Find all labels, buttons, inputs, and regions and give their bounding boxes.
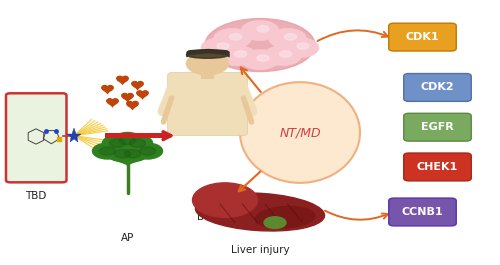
Circle shape xyxy=(140,147,156,155)
Circle shape xyxy=(241,20,279,41)
Circle shape xyxy=(132,143,162,159)
Circle shape xyxy=(297,43,309,49)
Ellipse shape xyxy=(205,19,315,72)
Circle shape xyxy=(120,136,136,145)
Text: CDK1: CDK1 xyxy=(406,32,440,42)
FancyBboxPatch shape xyxy=(202,72,213,79)
Text: EGFR: EGFR xyxy=(421,122,454,132)
Circle shape xyxy=(108,146,138,162)
Ellipse shape xyxy=(186,51,228,58)
Circle shape xyxy=(217,43,229,49)
Circle shape xyxy=(264,217,286,228)
Polygon shape xyxy=(102,86,113,93)
FancyBboxPatch shape xyxy=(404,113,471,141)
Circle shape xyxy=(192,183,258,217)
Circle shape xyxy=(201,38,239,58)
Text: Body: Body xyxy=(197,212,223,222)
Circle shape xyxy=(214,28,252,48)
Polygon shape xyxy=(122,94,133,101)
Circle shape xyxy=(124,149,140,158)
Text: NT/MD: NT/MD xyxy=(279,126,321,139)
FancyBboxPatch shape xyxy=(168,72,248,136)
Circle shape xyxy=(112,132,142,148)
Circle shape xyxy=(218,46,256,66)
Polygon shape xyxy=(132,82,143,89)
FancyBboxPatch shape xyxy=(105,133,165,138)
Polygon shape xyxy=(117,76,128,84)
Polygon shape xyxy=(137,91,148,99)
Text: CHEK1: CHEK1 xyxy=(417,162,458,172)
Circle shape xyxy=(114,149,130,158)
Circle shape xyxy=(92,143,122,159)
Circle shape xyxy=(241,50,279,70)
Polygon shape xyxy=(107,99,118,107)
Circle shape xyxy=(110,139,126,147)
FancyBboxPatch shape xyxy=(6,93,66,182)
Circle shape xyxy=(100,147,116,155)
Text: CDK2: CDK2 xyxy=(420,82,454,92)
Text: TBD: TBD xyxy=(26,191,46,201)
Circle shape xyxy=(230,34,241,40)
Circle shape xyxy=(264,46,302,66)
FancyBboxPatch shape xyxy=(389,198,456,226)
Circle shape xyxy=(257,26,269,32)
Circle shape xyxy=(234,51,246,57)
Circle shape xyxy=(257,55,269,61)
Circle shape xyxy=(122,135,152,151)
Circle shape xyxy=(102,135,132,151)
Circle shape xyxy=(130,139,146,147)
Polygon shape xyxy=(127,101,138,109)
Text: CCNB1: CCNB1 xyxy=(402,207,444,217)
Ellipse shape xyxy=(256,206,314,228)
Ellipse shape xyxy=(196,193,324,231)
Circle shape xyxy=(281,38,319,58)
Text: AP: AP xyxy=(121,233,134,243)
Text: Liver injury: Liver injury xyxy=(230,245,290,255)
Circle shape xyxy=(284,34,296,40)
FancyBboxPatch shape xyxy=(389,23,456,51)
FancyBboxPatch shape xyxy=(404,153,471,181)
FancyBboxPatch shape xyxy=(404,73,471,101)
Circle shape xyxy=(268,28,306,48)
Ellipse shape xyxy=(240,82,360,183)
Circle shape xyxy=(118,146,148,162)
Circle shape xyxy=(186,52,228,75)
Circle shape xyxy=(280,51,291,57)
